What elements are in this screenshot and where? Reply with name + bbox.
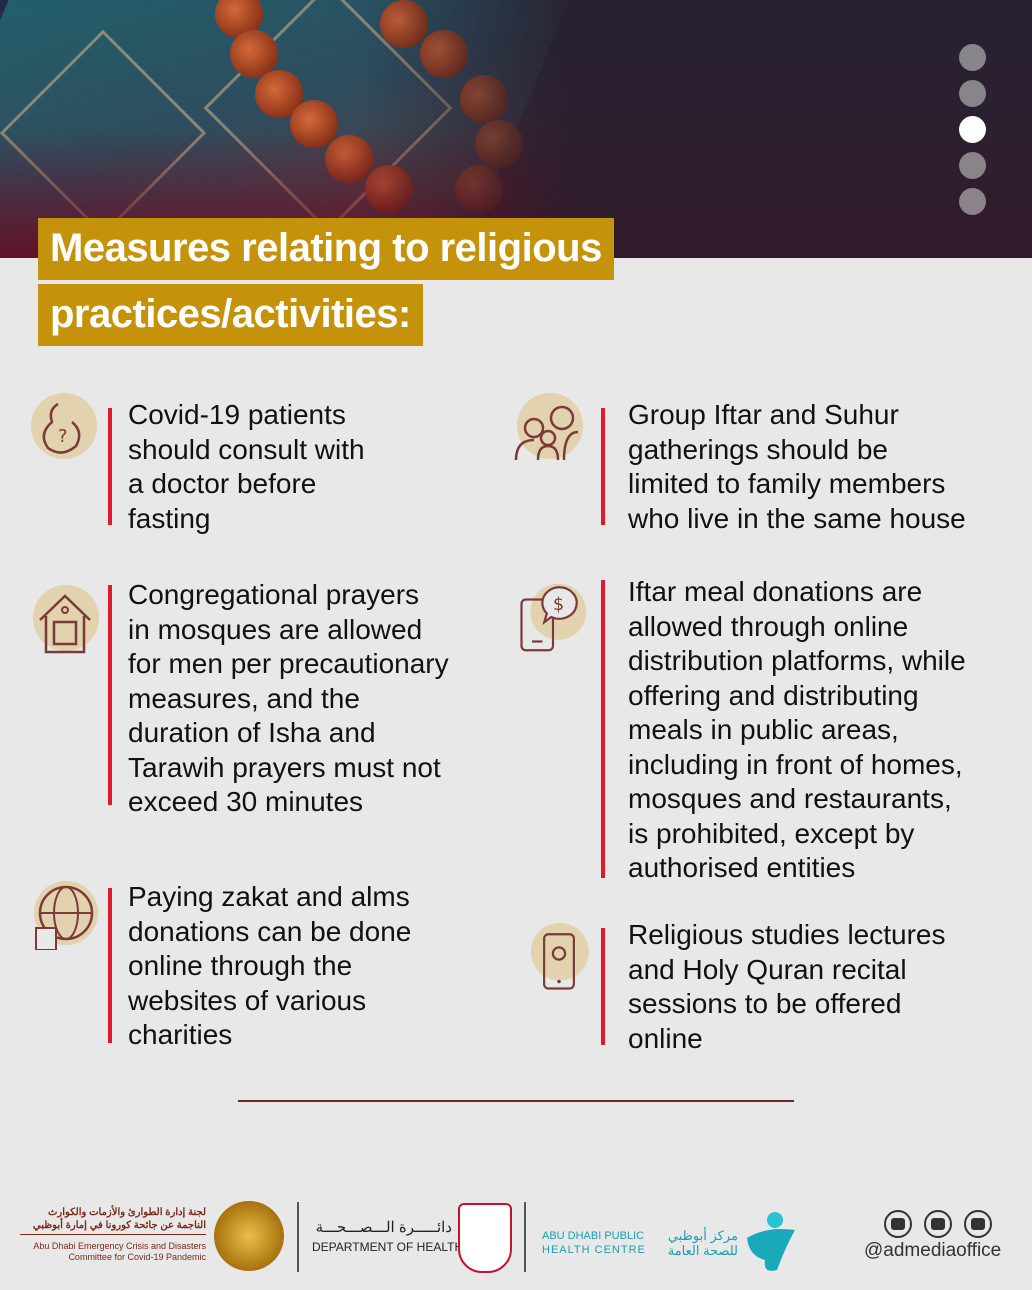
committee-name-ar-2: الناجمة عن جائحة كورونا في إمارة أبوظبي <box>20 1220 206 1235</box>
phone-settings-icon <box>531 922 589 990</box>
measure-text: Religious studies lectures and Holy Qura… <box>628 919 946 1054</box>
measure-text: Iftar meal donations are allowed through… <box>628 576 966 883</box>
phc-name-ar-1: مركز أبوظبي <box>667 1228 738 1243</box>
pagination-dots <box>959 44 986 224</box>
doh-name-en: DEPARTMENT OF HEALTH <box>312 1240 464 1254</box>
measure-text: Group Iftar and Suhur gatherings should … <box>628 399 966 534</box>
mosque-home-prayer-icon <box>33 585 99 654</box>
svg-text:?: ? <box>58 426 68 447</box>
abu-dhabi-emblem <box>458 1203 512 1273</box>
measure-text: Covid-19 patients should consult with a … <box>128 399 365 534</box>
measure-text: Paying zakat and alms donations can be d… <box>128 881 412 1050</box>
phc-name-ar-2: للصحة العامة <box>667 1243 738 1258</box>
globe-coins-icon <box>34 881 98 950</box>
accent-bar <box>108 585 112 805</box>
accent-bar <box>601 408 605 525</box>
twitter-icon[interactable] <box>884 1210 912 1238</box>
measure-text: Congregational prayers in mosques are al… <box>128 579 449 817</box>
phc-name-en-1: ABU DHABI PUBLIC <box>542 1230 645 1242</box>
divider <box>238 1100 794 1102</box>
social-links <box>884 1210 1004 1243</box>
page-title-line-2: practices/activities: <box>38 284 423 346</box>
divider <box>297 1202 299 1272</box>
family-group-icon <box>514 393 583 461</box>
accent-bar <box>601 928 605 1045</box>
accent-bar <box>108 408 112 525</box>
page-title-line-1: Measures relating to religious <box>38 218 614 280</box>
pregnancy-health-icon: ? <box>31 393 97 459</box>
header-banner-image <box>0 0 1032 258</box>
accent-bar <box>601 580 605 878</box>
doh-name-ar: دائـــــرة الـــصـــحـــة <box>315 1219 452 1236</box>
committee-name-en-1: Abu Dhabi Emergency Crisis and Disasters <box>33 1241 206 1251</box>
phc-figure-icon <box>747 1212 795 1271</box>
page-dot[interactable] <box>959 44 986 71</box>
phc-name-en-2: HEALTH CENTRE <box>542 1244 646 1256</box>
page-dot[interactable] <box>959 188 986 215</box>
social-handle[interactable]: @admediaoffice <box>864 1240 1002 1261</box>
page-dot[interactable] <box>959 152 986 179</box>
svg-text:$: $ <box>553 595 564 615</box>
page-dot[interactable] <box>959 80 986 107</box>
committee-name-ar-1: لجنة إدارة الطوارئ والأزمات والكوارث <box>47 1207 206 1218</box>
committee-name-en-2: Committee for Covid-19 Pandemic <box>68 1252 206 1262</box>
divider <box>524 1202 526 1272</box>
phone-donation-icon: $ <box>520 583 587 652</box>
page-dot-active[interactable] <box>959 116 986 143</box>
committee-seal <box>214 1201 284 1271</box>
accent-bar <box>108 888 112 1043</box>
instagram-icon[interactable] <box>924 1210 952 1238</box>
gradient-overlay <box>0 0 1032 258</box>
youtube-icon[interactable] <box>964 1210 992 1238</box>
